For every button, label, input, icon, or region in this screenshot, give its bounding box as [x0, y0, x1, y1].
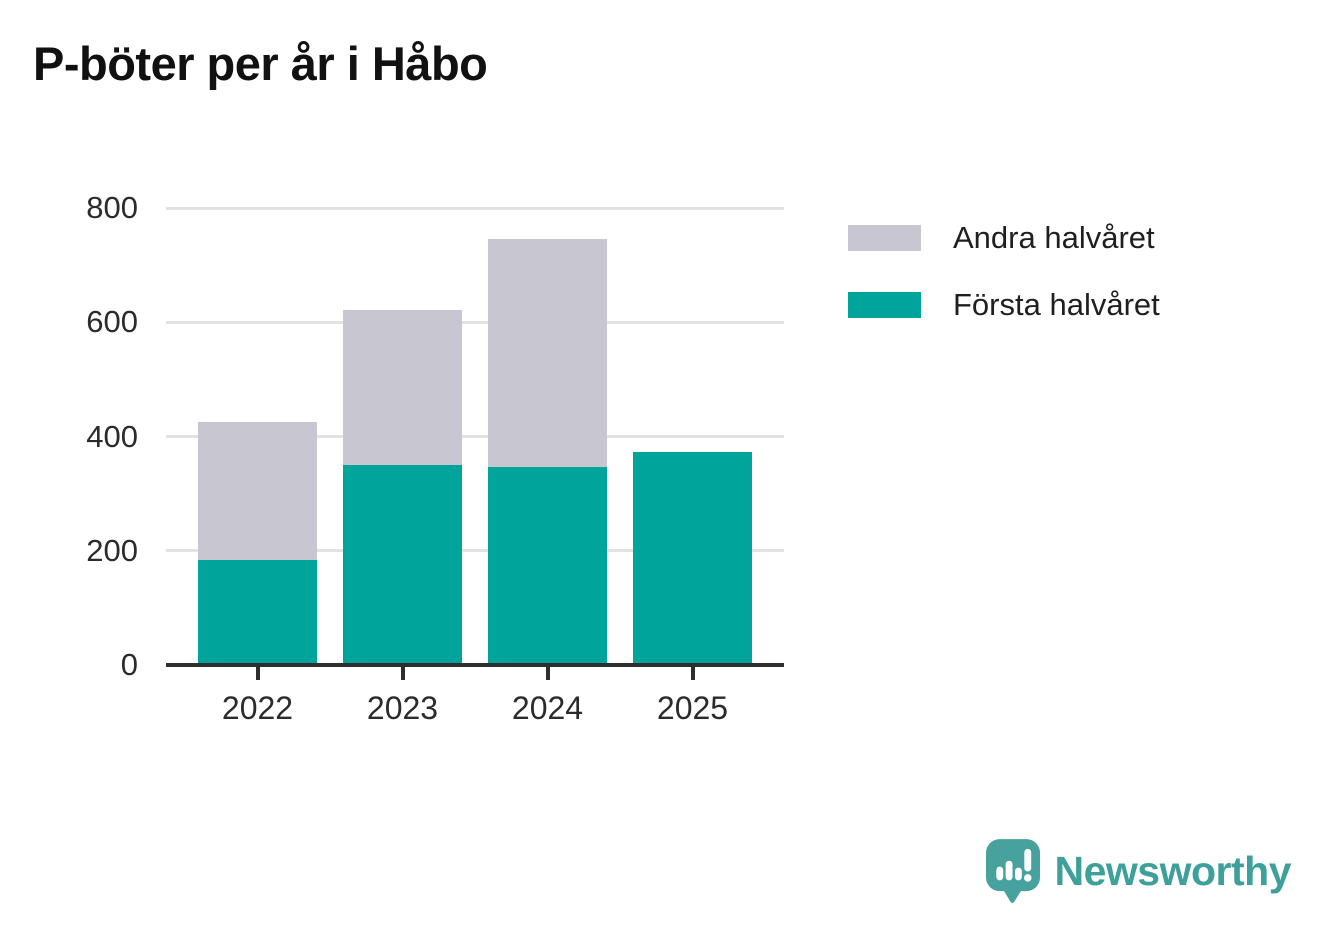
- gridline-600: [166, 320, 784, 324]
- y-axis-label-400: 400: [86, 418, 138, 454]
- bar-segment-2023-andra-halvåret: [343, 309, 462, 465]
- x-tick-2022: [255, 667, 260, 680]
- bar-segment-2024-andra-halvåret: [488, 239, 607, 467]
- bar-segment-2025-första-halvåret: [633, 451, 752, 665]
- newsworthy-logo-icon: [985, 839, 1040, 904]
- y-axis-label-600: 600: [86, 304, 138, 340]
- chart-title: P-böter per år i Håbo: [33, 37, 488, 90]
- legend-item-första-halvåret: Första halvåret: [848, 287, 1160, 323]
- newsworthy-brand: Newsworthy: [985, 838, 1292, 905]
- gridline-200: [166, 549, 784, 553]
- x-tick-2023: [400, 667, 405, 680]
- y-axis-label-800: 800: [86, 190, 138, 225]
- legend-swatch-second_half: [848, 225, 921, 251]
- y-axis-label-200: 200: [86, 532, 138, 568]
- legend-item-andra-halvåret: Andra halvåret: [848, 220, 1160, 256]
- x-axis-label-2022: 2022: [221, 690, 294, 726]
- legend-swatch-first_half: [848, 292, 921, 318]
- x-tick-2024: [545, 667, 550, 680]
- gridline-400: [166, 435, 784, 438]
- x-tick-2025: [690, 667, 695, 680]
- bar-segment-2023-första-halvåret: [343, 464, 462, 665]
- x-axis-label-2024: 2024: [511, 690, 584, 726]
- bar-segment-2022-andra-halvåret: [198, 421, 317, 561]
- gridline-800: [166, 206, 784, 210]
- plot-area: 2022 2023 2024 2025: [166, 206, 784, 726]
- bar-segment-2024-första-halvåret: [488, 466, 607, 665]
- legend-label: Första halvåret: [953, 287, 1160, 322]
- x-axis-label-2025: 2025: [656, 690, 729, 726]
- bar-segment-2022-första-halvåret: [198, 560, 317, 665]
- legend-label: Andra halvåret: [953, 220, 1155, 255]
- x-axis-line: [166, 663, 784, 667]
- legend: Andra halvåret Första halvåret: [848, 220, 1160, 354]
- y-axis-label-0: 0: [120, 647, 138, 682]
- x-axis-label-2023: 2023: [366, 690, 439, 726]
- newsworthy-wordmark: Newsworthy: [1054, 848, 1292, 894]
